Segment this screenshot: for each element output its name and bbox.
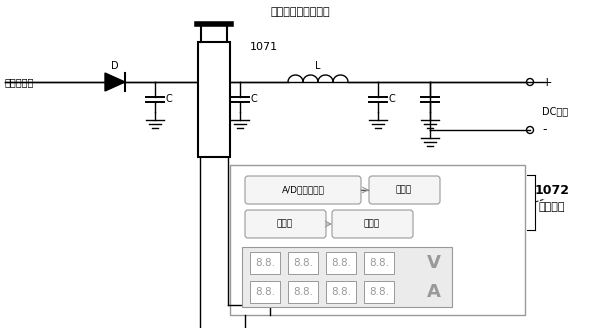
FancyBboxPatch shape — [245, 210, 326, 238]
Text: A: A — [427, 283, 441, 301]
Text: A/D模数转换器: A/D模数转换器 — [281, 186, 325, 195]
Bar — [250, 281, 280, 303]
Text: 8.8.: 8.8. — [369, 287, 389, 297]
Text: V: V — [427, 254, 441, 272]
Bar — [250, 252, 280, 274]
Text: 接前级输出: 接前级输出 — [5, 77, 34, 87]
Text: C: C — [166, 94, 172, 104]
Text: 1072: 1072 — [535, 183, 569, 196]
FancyBboxPatch shape — [332, 210, 413, 238]
Text: 译码器: 译码器 — [277, 219, 293, 229]
Bar — [198, 42, 230, 157]
Text: 计数器: 计数器 — [396, 186, 412, 195]
Bar — [364, 281, 394, 303]
Polygon shape — [105, 73, 125, 91]
Text: 显示模块: 显示模块 — [539, 202, 565, 212]
Text: D: D — [111, 61, 119, 71]
Text: 8.8.: 8.8. — [255, 287, 275, 297]
Bar — [288, 281, 318, 303]
Text: 大功率限流采样器件: 大功率限流采样器件 — [270, 7, 330, 17]
Text: DC输出: DC输出 — [542, 106, 568, 116]
FancyBboxPatch shape — [369, 176, 440, 204]
Text: 寄存器: 寄存器 — [364, 219, 380, 229]
Text: 8.8.: 8.8. — [293, 258, 313, 268]
Text: 8.8.: 8.8. — [331, 258, 351, 268]
Text: -: - — [542, 124, 546, 136]
Text: C: C — [251, 94, 258, 104]
Text: +: + — [542, 75, 552, 89]
Text: 1071: 1071 — [250, 42, 278, 52]
Bar — [242, 247, 452, 307]
Bar — [326, 281, 356, 303]
Bar — [326, 252, 356, 274]
FancyBboxPatch shape — [245, 176, 361, 204]
Text: 8.8.: 8.8. — [255, 258, 275, 268]
Text: 8.8.: 8.8. — [331, 287, 351, 297]
Bar — [288, 252, 318, 274]
Text: 8.8.: 8.8. — [369, 258, 389, 268]
Bar — [230, 165, 525, 315]
Text: L: L — [315, 61, 321, 71]
Text: 8.8.: 8.8. — [293, 287, 313, 297]
Text: C: C — [389, 94, 395, 104]
Bar — [364, 252, 394, 274]
